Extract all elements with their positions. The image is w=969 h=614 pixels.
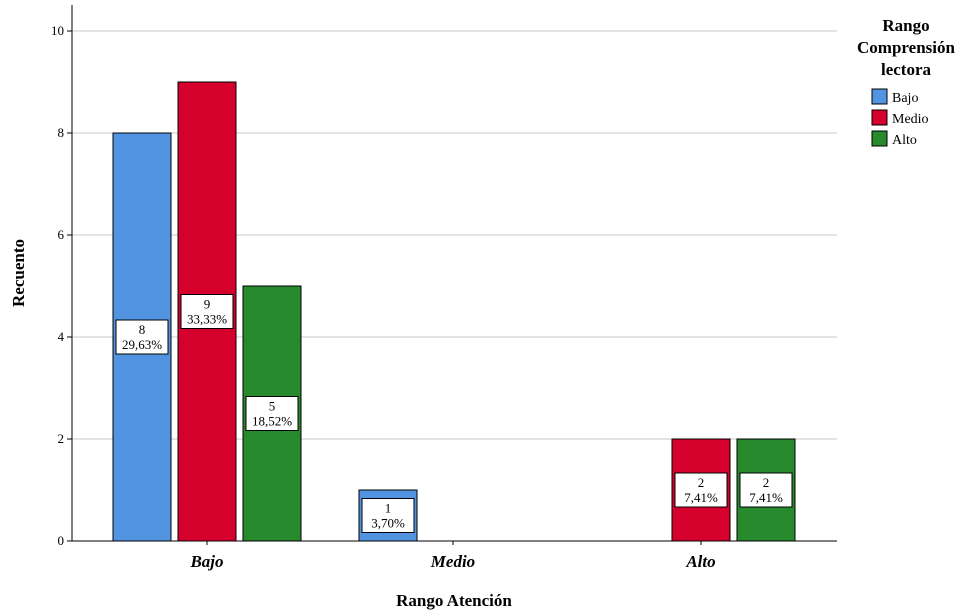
legend-title-line: Rango xyxy=(882,16,929,35)
legend-swatch-bajo xyxy=(871,88,888,105)
y-tick-label: 0 xyxy=(58,533,65,548)
y-tick-label: 4 xyxy=(58,329,65,344)
data-label-count: 1 xyxy=(385,501,392,516)
legend-label-alto: Alto xyxy=(892,133,917,148)
data-label-count: 8 xyxy=(139,322,146,337)
data-label-box xyxy=(115,319,169,355)
legend-swatch-alto xyxy=(871,130,888,147)
data-label-box xyxy=(674,472,728,508)
data-label-count: 2 xyxy=(763,475,770,490)
x-category-label: Medio xyxy=(430,552,475,571)
data-label-percent: 7,41% xyxy=(684,490,718,505)
data-label-box xyxy=(245,396,299,431)
x-axis-title: Rango Atención xyxy=(396,591,512,610)
x-category-label: Alto xyxy=(685,552,715,571)
y-tick-label: 10 xyxy=(51,23,64,38)
legend-title-line: lectora xyxy=(881,60,932,79)
data-label-box xyxy=(739,472,793,508)
data-label-count: 2 xyxy=(698,475,705,490)
data-label-percent: 7,41% xyxy=(749,490,783,505)
data-labels: 829,63%13,70%933,33%27,41%518,52%27,41% xyxy=(115,294,793,533)
y-tick-label: 2 xyxy=(58,431,65,446)
y-axis-title: Recuento xyxy=(9,239,28,307)
data-label-box xyxy=(361,498,415,533)
axes: 0 2 4 6 8 10 Bajo Medio Alto xyxy=(51,5,837,571)
x-category-label: Bajo xyxy=(189,552,223,571)
data-label-box xyxy=(180,294,234,329)
data-label-count: 9 xyxy=(204,297,211,312)
data-label-count: 5 xyxy=(269,399,276,414)
data-label-percent: 33,33% xyxy=(187,312,227,327)
legend-title-line: Comprensión xyxy=(857,38,955,57)
legend-label-bajo: Bajo xyxy=(892,91,918,106)
y-tick-label: 8 xyxy=(58,125,65,140)
y-tick-label: 6 xyxy=(58,227,65,242)
legend: Rango Comprensión lectora Bajo Medio Alto xyxy=(857,16,955,148)
legend-label-medio: Medio xyxy=(892,112,929,127)
legend-swatch-medio xyxy=(871,109,888,126)
data-label-percent: 18,52% xyxy=(252,414,292,429)
data-label-percent: 29,63% xyxy=(122,337,162,352)
data-label-percent: 3,70% xyxy=(371,516,405,531)
